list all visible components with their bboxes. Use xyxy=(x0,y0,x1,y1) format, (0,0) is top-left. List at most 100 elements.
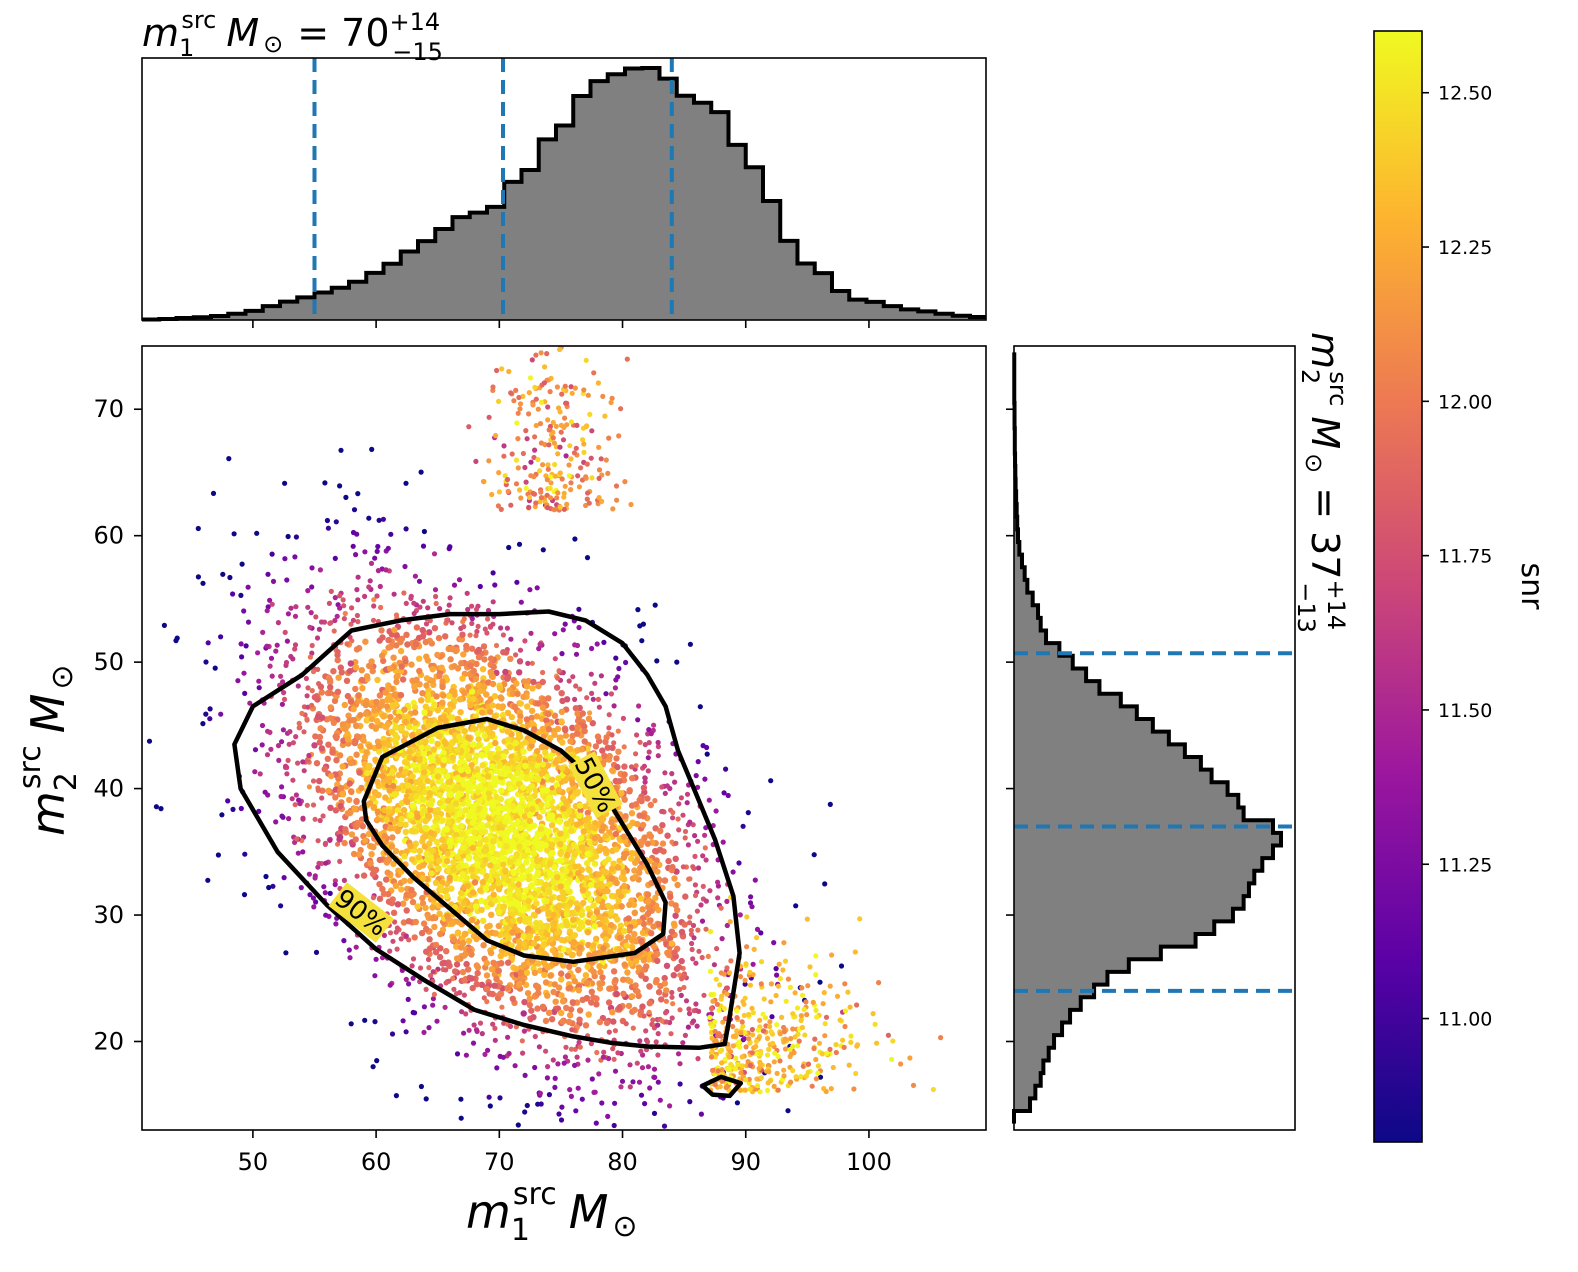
scatter-point xyxy=(485,1047,491,1053)
top-hist-bar xyxy=(900,309,919,320)
scatter-point xyxy=(745,810,751,816)
scatter-point xyxy=(458,1096,464,1102)
scatter-point xyxy=(564,851,571,859)
scatter-point xyxy=(664,832,671,839)
top-hist-bar xyxy=(331,287,350,320)
scatter-point xyxy=(475,834,483,841)
scatter-point xyxy=(636,1079,643,1085)
scatter-point xyxy=(385,741,393,749)
scatter-point xyxy=(474,772,482,779)
scatter-point xyxy=(370,895,376,901)
scatter-point xyxy=(426,806,434,814)
scatter-point xyxy=(468,762,475,769)
scatter-point xyxy=(432,949,440,956)
scatter-point xyxy=(620,869,627,876)
scatter-point xyxy=(327,890,333,897)
scatter-point xyxy=(693,1001,699,1007)
scatter-point xyxy=(333,519,339,525)
scatter-point xyxy=(390,938,396,944)
scatter-point xyxy=(475,681,482,689)
scatter-point xyxy=(269,601,275,607)
scatter-point xyxy=(509,917,517,924)
scatter-point xyxy=(420,543,427,549)
scatter-point xyxy=(817,1074,824,1080)
scatter-point xyxy=(344,692,352,700)
scatter-point xyxy=(353,552,359,558)
scatter-point xyxy=(440,749,447,756)
scatter-point xyxy=(432,587,439,593)
scatter-point xyxy=(279,739,285,745)
scatter-point xyxy=(347,955,353,961)
scatter-point xyxy=(634,820,641,828)
scatter-point xyxy=(474,789,482,796)
scatter-point xyxy=(398,815,405,823)
scatter-point xyxy=(577,807,584,814)
scatter-point xyxy=(655,1022,661,1028)
scatter-point xyxy=(469,844,477,852)
scatter-point xyxy=(481,995,487,1001)
scatter-point xyxy=(547,972,554,979)
scatter-point xyxy=(446,602,452,608)
scatter-point xyxy=(540,905,547,912)
scatter-point xyxy=(367,860,374,867)
scatter-point xyxy=(476,805,483,812)
scatter-point xyxy=(332,595,338,601)
scatter-point xyxy=(332,881,338,888)
scatter-point xyxy=(410,762,417,769)
scatter-point xyxy=(575,987,582,994)
scatter-point xyxy=(557,883,564,890)
scatter-point xyxy=(502,835,509,842)
scatter-point xyxy=(305,685,311,691)
scatter-point xyxy=(616,934,624,942)
scatter-point xyxy=(314,635,321,641)
scatter-point xyxy=(420,920,428,927)
scatter-point xyxy=(473,633,479,639)
scatter-point xyxy=(561,1060,567,1066)
top-hist-bar xyxy=(504,181,522,320)
scatter-point xyxy=(629,943,636,951)
scatter-point xyxy=(363,776,370,783)
scatter-point xyxy=(473,962,480,969)
scatter-point xyxy=(698,1111,705,1117)
scatter-point xyxy=(555,675,561,681)
scatter-point xyxy=(355,619,361,625)
scatter-point xyxy=(397,820,404,828)
scatter-point xyxy=(639,1003,646,1010)
scatter-point xyxy=(300,849,306,855)
scatter-point xyxy=(446,842,453,850)
scatter-point xyxy=(521,998,528,1006)
scatter-point xyxy=(426,789,434,797)
scatter-point xyxy=(533,713,541,720)
scatter-point xyxy=(509,690,516,697)
scatter-point xyxy=(591,1089,597,1095)
scatter-point xyxy=(278,793,284,800)
scatter-point xyxy=(630,1025,636,1031)
scatter-point xyxy=(615,888,622,895)
scatter-point xyxy=(510,869,517,876)
scatter-point xyxy=(515,764,522,772)
scatter-point xyxy=(424,691,432,699)
scatter-point xyxy=(715,879,721,885)
top-hist-bar xyxy=(762,201,781,320)
scatter-point xyxy=(793,903,799,909)
scatter-point xyxy=(363,749,370,756)
scatter-point xyxy=(425,605,431,611)
scatter-point xyxy=(589,720,596,727)
scatter-point xyxy=(414,813,421,821)
scatter-point xyxy=(593,1120,599,1126)
scatter-point xyxy=(497,990,505,998)
scatter-point xyxy=(341,839,348,847)
scatter-point xyxy=(456,810,463,817)
scatter-point xyxy=(279,784,285,790)
scatter-point xyxy=(618,790,625,797)
scatter-point xyxy=(619,1078,626,1084)
scatter-point xyxy=(538,801,545,808)
scatter-point xyxy=(531,912,538,919)
scatter-point xyxy=(607,909,615,916)
scatter-point xyxy=(335,674,342,681)
scatter-point xyxy=(459,675,466,682)
scatter-point xyxy=(750,961,756,967)
scatter-point xyxy=(388,531,394,537)
scatter-point xyxy=(393,1093,399,1099)
scatter-point xyxy=(655,989,663,996)
